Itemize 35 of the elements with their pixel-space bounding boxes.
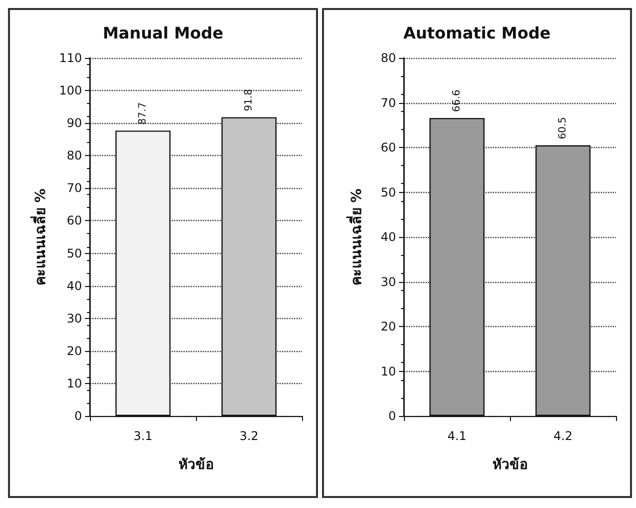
y-tick-label: 70 — [66, 181, 82, 196]
data-label: 91.8 — [244, 88, 254, 112]
y-tick-label: 30 — [380, 274, 396, 289]
data-label: 66.6 — [452, 90, 462, 112]
x-tick-label: 3.1 — [133, 429, 153, 443]
y-tick-label: 80 — [380, 51, 396, 65]
y-tick-label: 110 — [59, 51, 82, 65]
y-axis-title: คะแนนเฉลี่ย % — [30, 188, 50, 286]
y-tick-label: 50 — [66, 246, 82, 260]
x-tick-label: 3.2 — [239, 429, 259, 443]
y-tick-label: 20 — [66, 344, 82, 358]
x-tick-label: 4.1 — [447, 429, 467, 443]
x-axis-title: หัวข้อ — [178, 457, 214, 473]
y-tick-label: 0 — [388, 409, 396, 423]
x-axis-title: หัวข้อ — [492, 457, 528, 473]
y-tick-label: 20 — [380, 320, 396, 334]
y-tick-label: 50 — [380, 185, 396, 200]
x-tick-label: 4.2 — [553, 429, 573, 443]
y-tick-label: 0 — [74, 409, 82, 423]
y-tick-label: 40 — [66, 278, 82, 293]
y-tick-label: 40 — [380, 230, 396, 244]
y-tick-label: 80 — [66, 148, 82, 163]
y-tick-label: 10 — [66, 376, 82, 390]
data-label: 87.7 — [138, 102, 148, 125]
y-tick-label: 100 — [59, 84, 82, 98]
data-label: 60.5 — [558, 116, 568, 140]
chart-title: Automatic Mode — [403, 24, 551, 42]
y-tick-label: 60 — [380, 140, 396, 154]
y-axis-title: คะแนนเฉลี่ย % — [346, 188, 365, 286]
y-tick-label: 60 — [66, 214, 82, 228]
chart-title: Manual Mode — [102, 24, 224, 42]
y-tick-label: 30 — [66, 311, 82, 326]
y-tick-label: 90 — [66, 116, 82, 130]
y-tick-label: 10 — [380, 364, 396, 378]
y-tick-label: 70 — [380, 96, 396, 110]
